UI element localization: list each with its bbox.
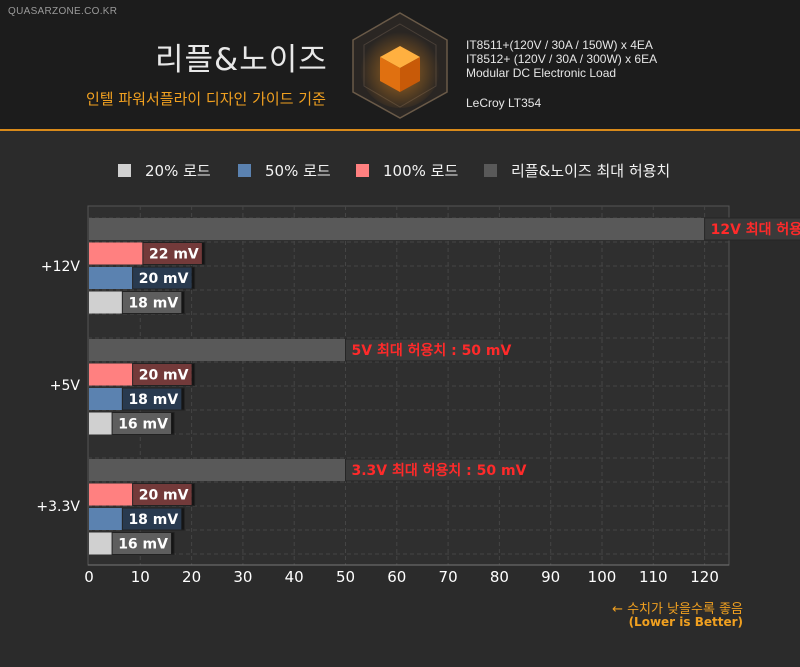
data-label-box [345,458,522,482]
spec-line-2: IT8512+ (120V / 30A / 300W) x 6EA [466,52,658,66]
page-subtitle: 인텔 파워서플라이 디자인 가이드 기준 [86,90,326,108]
spec-line-4: LeCroy LT354 [466,96,542,110]
legend-label: 20% 로드 [145,162,211,180]
legend-swatch [118,164,131,177]
x-tick-label: 50 [336,568,355,586]
data-label: 12V 최대 허용치 : 120 mV [711,221,800,238]
legend-swatch [484,164,497,177]
legend-item-max-allowed: 리플&노이즈 최대 허용치 [484,160,670,181]
spec-line-3: Modular DC Electronic Load [466,66,617,80]
data-label: 16 mV [118,417,168,433]
data-label: 18 mV [128,296,178,312]
x-tick-label: 10 [131,568,150,586]
ripple-noise-chart: 0 10 20 30 40 50 60 70 80 90 100 110 120 +12V 12V 최대 허… [36,205,800,586]
data-label: 20 mV [139,488,189,504]
legend-item-100-load: 100% 로드 [356,160,458,181]
x-tick-label: 100 [588,568,617,586]
data-label: 18 mV [128,512,178,528]
x-tick-label: 40 [285,568,304,586]
legend-label: 리플&노이즈 최대 허용치 [511,162,671,180]
spec-line-1: IT8511+(120V / 30A / 150W) x 4EA [466,38,653,52]
data-label: 22 mV [149,247,199,263]
bar [89,459,346,481]
x-tick-label: 90 [541,568,560,586]
page-title: 리플&노이즈 [155,42,328,78]
legend-swatch [356,164,369,177]
data-label: 18 mV [128,392,178,408]
data-label-box [111,412,175,435]
legend-label: 50% 로드 [265,162,331,180]
chart-legend: 20% 로드 50% 로드 100% 로드 리플&노이즈 최대 허용치 [0,158,800,182]
legend-item-50-load: 50% 로드 [238,160,331,181]
data-label: 3.3V 최대 허용치 : 50 mV [352,462,527,479]
bar [89,339,346,361]
data-label-box [121,387,185,411]
x-tick-label: 110 [639,568,668,586]
site-name: QUASARZONE.CO.KR [8,6,118,17]
x-tick-label: 80 [490,568,509,586]
data-label-box [142,242,206,265]
data-label-box [121,291,185,314]
data-label: 5V 최대 허용치 : 50 mV [352,342,512,359]
data-label-box [121,507,185,531]
legend-label: 100% 로드 [383,162,459,180]
category-label: +5V [50,378,81,394]
x-tick-label: 20 [182,568,201,586]
bar [89,218,705,240]
lower-is-better-note-en: (Lower is Better) [628,615,743,629]
category-label: +3.3V [36,499,80,515]
legend-swatch [238,164,251,177]
data-label-box [132,483,196,506]
data-label-box [345,338,505,362]
header: QUASARZONE.CO.KR 리플&노이즈 인텔 파워서플라이 디자인 가이… [0,0,800,131]
x-tick-label: 70 [439,568,458,586]
data-label: 20 mV [139,271,189,287]
data-label: 20 mV [139,368,189,384]
cube-logo-icon [352,12,448,119]
lower-is-better-note: ← 수치가 낮을수록 좋음 [612,602,743,617]
x-tick-label: 60 [387,568,406,586]
data-label-box [132,363,196,386]
data-label-box [111,532,175,555]
data-label-box [704,217,800,241]
legend-item-20-load: 20% 로드 [118,160,211,181]
x-tick-label: 120 [690,568,719,586]
data-label-box [132,266,196,290]
category-label: +12V [41,259,81,275]
x-tick-label: 0 [84,568,94,586]
data-label: 16 mV [118,537,168,553]
x-tick-label: 30 [233,568,252,586]
